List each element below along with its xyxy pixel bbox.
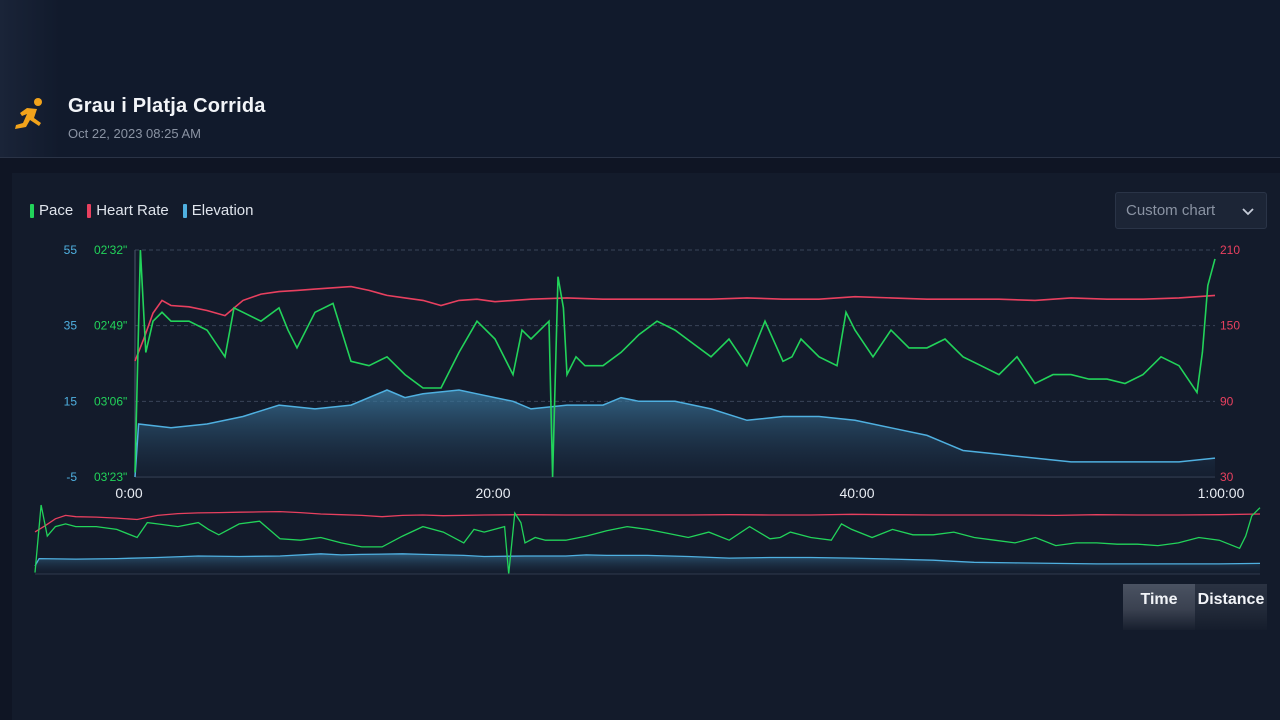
time-toggle-button[interactable]: Time (1123, 584, 1195, 630)
chevron-down-icon (1242, 208, 1254, 216)
legend-item-elevation[interactable]: Elevation (182, 202, 254, 219)
heart-rate-tick-label: 210 (1220, 243, 1240, 257)
legend-swatch-pace (30, 203, 34, 218)
x-tick-label: 40:00 (839, 485, 874, 501)
header-glow (0, 0, 60, 157)
legend-swatch-heart-rate (87, 203, 92, 218)
activity-header (0, 0, 1280, 158)
pace-tick-label: 03'06" (94, 394, 127, 408)
overview-pace-line (34, 504, 1261, 575)
elevation-tick-label: 55 (64, 243, 78, 257)
heart-rate-line (134, 285, 1216, 362)
elevation-area (135, 390, 1215, 477)
x-tick-label: 20:00 (475, 485, 510, 501)
overview-navigator[interactable] (34, 504, 1261, 575)
pace-tick-label: 03'23" (94, 470, 127, 484)
chart-legend: Pace Heart Rate Elevation (30, 202, 253, 219)
overview-heart-rate-line (34, 510, 1261, 533)
distance-toggle-label: Distance (1197, 591, 1265, 608)
legend-swatch-elevation (182, 203, 187, 218)
heart-rate-tick-label: 30 (1220, 470, 1234, 484)
series (134, 249, 1216, 478)
legend-label: Elevation (191, 202, 254, 219)
heart-rate-tick-label: 150 (1220, 319, 1240, 333)
distance-toggle-button[interactable]: Distance (1195, 584, 1267, 630)
x-tick-label: 1:00:00 (1198, 485, 1245, 501)
running-person-icon (15, 98, 42, 129)
heart-rate-tick-label: 90 (1220, 394, 1234, 408)
elevation-tick-label: 35 (64, 319, 78, 333)
axes: 55 35 15 -5 02'32" 02'49" 03'06" 03'23" 210 150 90… (64, 243, 1245, 501)
overview-elevation-line (34, 553, 1261, 567)
custom-chart-label: Custom chart (1126, 202, 1216, 219)
activity-datetime: Oct 22, 2023 08:25 AM (68, 126, 201, 141)
x-tick-label: 0:00 (115, 485, 142, 501)
pace-tick-label: 02'49" (94, 319, 127, 333)
legend-label: Heart Rate (96, 202, 169, 219)
activity-title: Grau i Platja Corrida (68, 95, 266, 117)
elevation-line (134, 389, 1216, 478)
pace-tick-label: 02'32" (94, 243, 127, 257)
overview-elevation-area (35, 553, 1260, 574)
legend-item-pace[interactable]: Pace (30, 202, 73, 219)
custom-chart-dropdown[interactable]: Custom chart (1115, 192, 1267, 229)
legend-label: Pace (39, 202, 74, 219)
pace-line (134, 249, 1216, 478)
time-toggle-label: Time (1140, 591, 1178, 608)
elevation-tick-label: -5 (66, 470, 77, 484)
legend-item-heart-rate[interactable]: Heart Rate (87, 202, 169, 219)
elevation-tick-label: 15 (64, 394, 78, 408)
